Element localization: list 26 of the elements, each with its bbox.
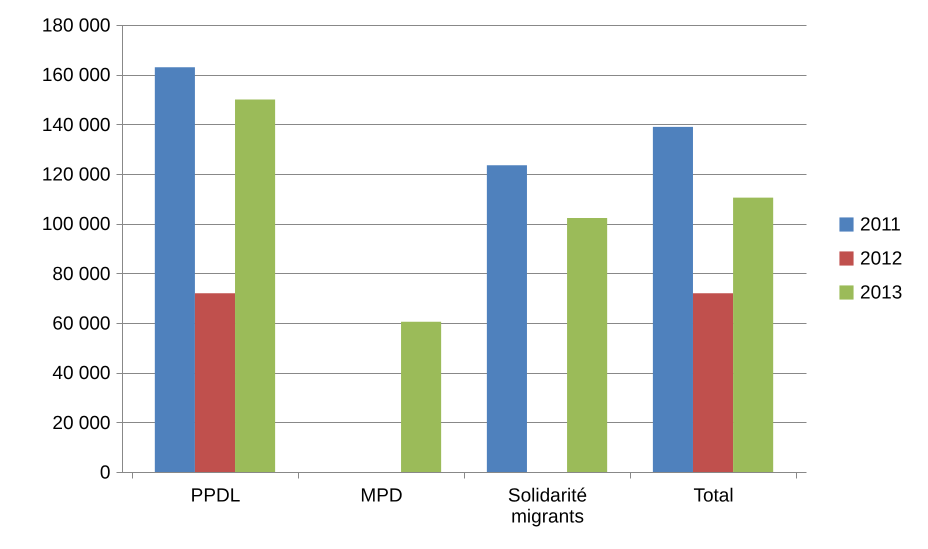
legend-label: 2012 (860, 248, 902, 270)
bar (733, 198, 774, 472)
bar (154, 67, 195, 472)
bar (486, 165, 527, 472)
x-tick-label: MPD (360, 486, 403, 506)
x-tick-label: Total (693, 486, 734, 506)
y-tick-label: 60 000 (52, 314, 110, 334)
x-tick-label: PPDL (190, 486, 240, 506)
y-tick-label: 40 000 (52, 363, 110, 384)
y-tick-label: 180 000 (42, 16, 110, 36)
y-tick-label: 140 000 (42, 114, 110, 136)
bar (235, 100, 276, 472)
y-tick-label: 20 000 (52, 412, 110, 434)
y-tick-label: 80 000 (52, 264, 110, 285)
bar (194, 293, 236, 472)
bar (567, 218, 608, 472)
y-tick-label: 100 000 (42, 214, 110, 236)
legend-label: 2013 (860, 282, 902, 304)
bar (692, 293, 734, 472)
bar (652, 126, 693, 472)
y-tick-label: 160 000 (42, 65, 110, 86)
bar (401, 322, 442, 472)
x-tick-label: Solidarité migrants (508, 486, 588, 528)
legend-label: 2011 (860, 214, 901, 236)
y-tick-label: 120 000 (42, 164, 110, 186)
y-tick-label: 0 (100, 462, 110, 484)
